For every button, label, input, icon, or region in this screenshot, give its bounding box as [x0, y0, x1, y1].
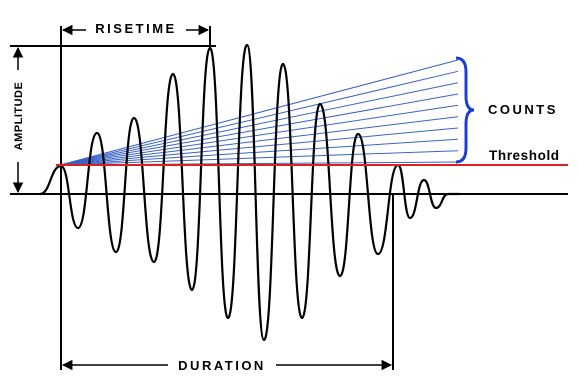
risetime-label: RISETIME	[95, 21, 176, 36]
count-line	[59, 59, 459, 166]
amplitude-label: AMPLITUDE	[13, 82, 25, 151]
threshold-label: Threshold	[489, 148, 560, 163]
waveform	[39, 43, 460, 342]
count-line	[59, 70, 459, 166]
count-line	[59, 127, 459, 166]
count-line	[59, 93, 459, 166]
count-line	[59, 104, 459, 166]
duration-label: DURATION	[178, 358, 266, 373]
counts-brace	[455, 56, 475, 164]
count-line	[59, 82, 459, 166]
count-lines	[59, 59, 459, 166]
counts-label: COUNTS	[488, 102, 558, 117]
